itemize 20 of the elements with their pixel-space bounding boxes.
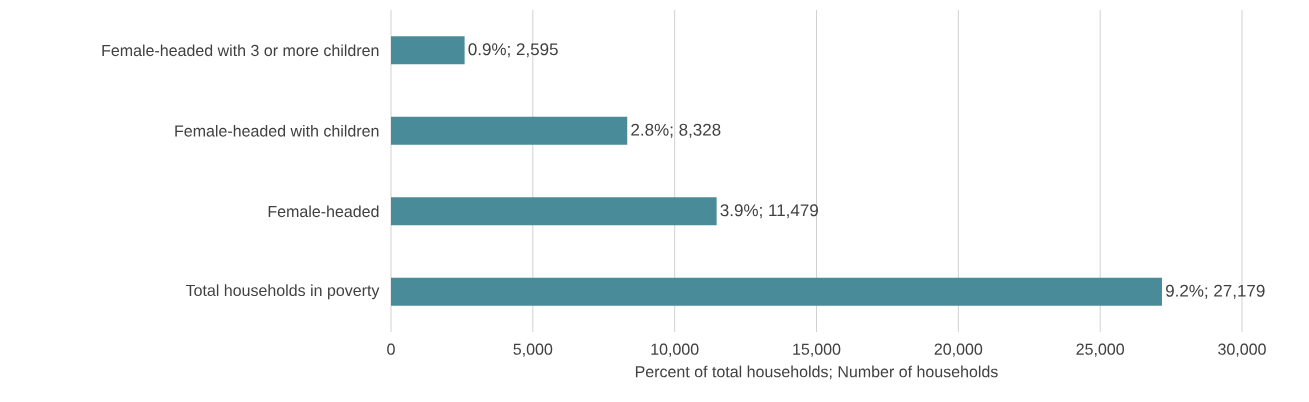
- x-tick-label: 25,000: [1076, 343, 1124, 357]
- bar: [391, 197, 717, 226]
- x-tick-label: 10,000: [651, 343, 699, 357]
- x-tick-label: 30,000: [1218, 343, 1266, 357]
- x-tick-label: 5,000: [513, 343, 553, 357]
- data-label: 2.8%; 8,328: [631, 123, 721, 138]
- x-tick-label: 20,000: [934, 343, 983, 357]
- y-tick-label: Total households in poverty: [185, 284, 380, 300]
- bar: [391, 36, 465, 65]
- bar: [391, 116, 628, 145]
- y-tick-label: Female-headed: [268, 205, 379, 218]
- x-axis-title: Percent of total households; Number of households: [635, 365, 998, 380]
- x-tick-label: 0: [387, 343, 395, 355]
- y-tick-label: Female-headed with 3 or more children: [102, 44, 379, 57]
- data-label: 9.2%; 27,179: [1165, 284, 1265, 299]
- y-tick-label: Female-headed with children: [175, 124, 379, 137]
- x-tick-label: 15,000: [793, 343, 841, 357]
- bar: [391, 277, 1162, 306]
- data-label: 3.9%; 11,479: [720, 204, 818, 219]
- data-label: 0.9%; 2,595: [468, 43, 558, 58]
